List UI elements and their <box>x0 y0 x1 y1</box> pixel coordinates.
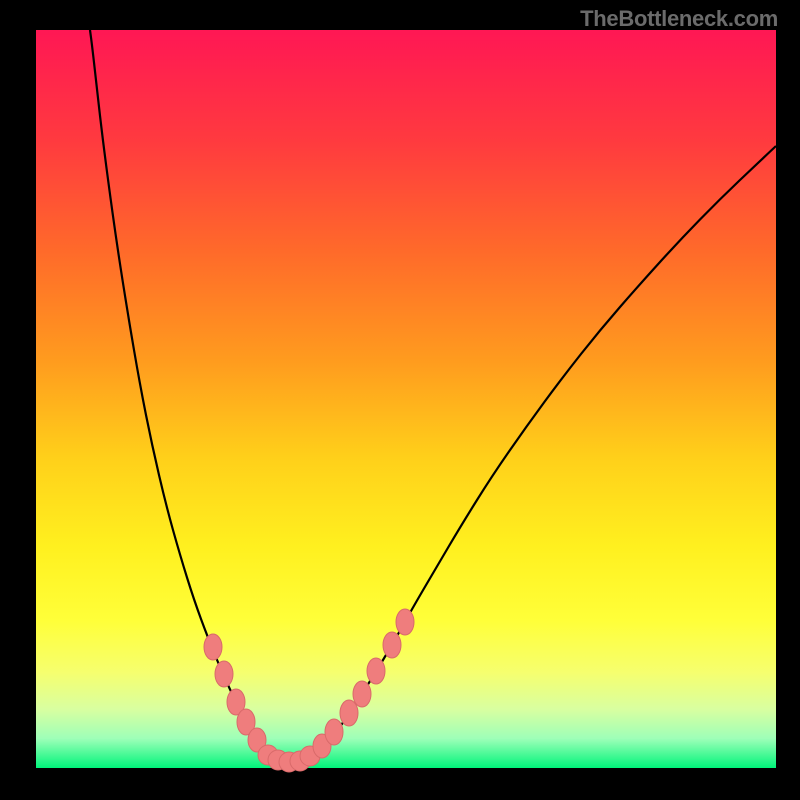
data-point-marker <box>340 700 358 726</box>
data-point-marker <box>396 609 414 635</box>
watermark-text: TheBottleneck.com <box>580 6 778 32</box>
chart-container: TheBottleneck.com <box>0 0 800 800</box>
data-point-marker <box>325 719 343 745</box>
gradient-background <box>36 30 776 768</box>
data-point-marker <box>204 634 222 660</box>
data-point-marker <box>353 681 371 707</box>
chart-svg <box>0 0 800 800</box>
data-point-marker <box>367 658 385 684</box>
data-point-marker <box>383 632 401 658</box>
data-point-marker <box>215 661 233 687</box>
